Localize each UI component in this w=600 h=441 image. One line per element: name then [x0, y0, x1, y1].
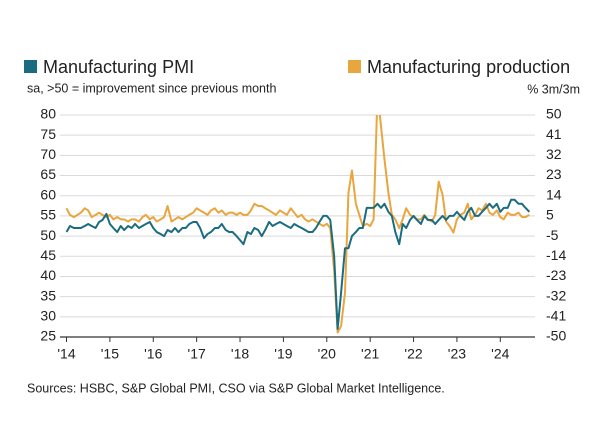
y2-tick-label: 41 — [546, 126, 562, 142]
y-tick-label: 70 — [40, 146, 56, 162]
y2-label: % 3m/3m — [527, 82, 580, 96]
y-tick-label: 25 — [40, 328, 56, 344]
plot-area — [65, 115, 531, 334]
y2-tick-label: -50 — [546, 328, 566, 344]
legend-swatch — [24, 60, 37, 73]
y2-tick-label: -23 — [546, 267, 566, 283]
y2-tick-label: 5 — [546, 207, 554, 223]
y-tick-label: 45 — [40, 247, 56, 263]
y-tick-label: 60 — [40, 186, 56, 202]
x-tick-label: '15 — [101, 346, 119, 362]
x-tick-label: '20 — [318, 346, 336, 362]
x-tick-label: '18 — [231, 346, 249, 362]
y-tick-label: 50 — [40, 227, 56, 243]
y2-tick-label: 50 — [546, 106, 562, 122]
y2-tick-label: -32 — [546, 287, 566, 303]
y-tick-label: 30 — [40, 308, 56, 324]
x-tick-label: '19 — [274, 346, 292, 362]
source: Sources: HSBC, S&P Global PMI, CSO via S… — [27, 381, 445, 395]
legend-label: Manufacturing production — [367, 57, 570, 77]
x-tick-label: '24 — [491, 346, 509, 362]
y2-tick-label: 32 — [546, 146, 562, 162]
legend-label: Manufacturing PMI — [43, 57, 194, 77]
subtitle: sa, >50 = improvement since previous mon… — [27, 81, 276, 95]
y-tick-label: 65 — [40, 166, 56, 182]
series-line — [65, 115, 530, 334]
y2-tick-label: 14 — [546, 186, 562, 202]
x-tick-label: '14 — [57, 346, 75, 362]
y2-tick-label: -14 — [546, 247, 566, 263]
y-tick-label: 80 — [40, 106, 56, 122]
y2-tick-label: 23 — [546, 166, 562, 182]
x-tick-label: '17 — [188, 346, 206, 362]
series-line — [65, 198, 531, 330]
legend-swatch — [348, 60, 361, 73]
x-tick-label: '22 — [404, 346, 422, 362]
y-tick-label: 75 — [40, 126, 56, 142]
x-tick-label: '21 — [361, 346, 379, 362]
x-tick-label: '16 — [144, 346, 162, 362]
x-tick-label: '23 — [448, 346, 466, 362]
y2-tick-label: -5 — [546, 227, 559, 243]
y-tick-label: 55 — [40, 207, 56, 223]
y2-tick-label: -41 — [546, 308, 566, 324]
y-tick-label: 35 — [40, 287, 56, 303]
y-tick-label: 40 — [40, 267, 56, 283]
